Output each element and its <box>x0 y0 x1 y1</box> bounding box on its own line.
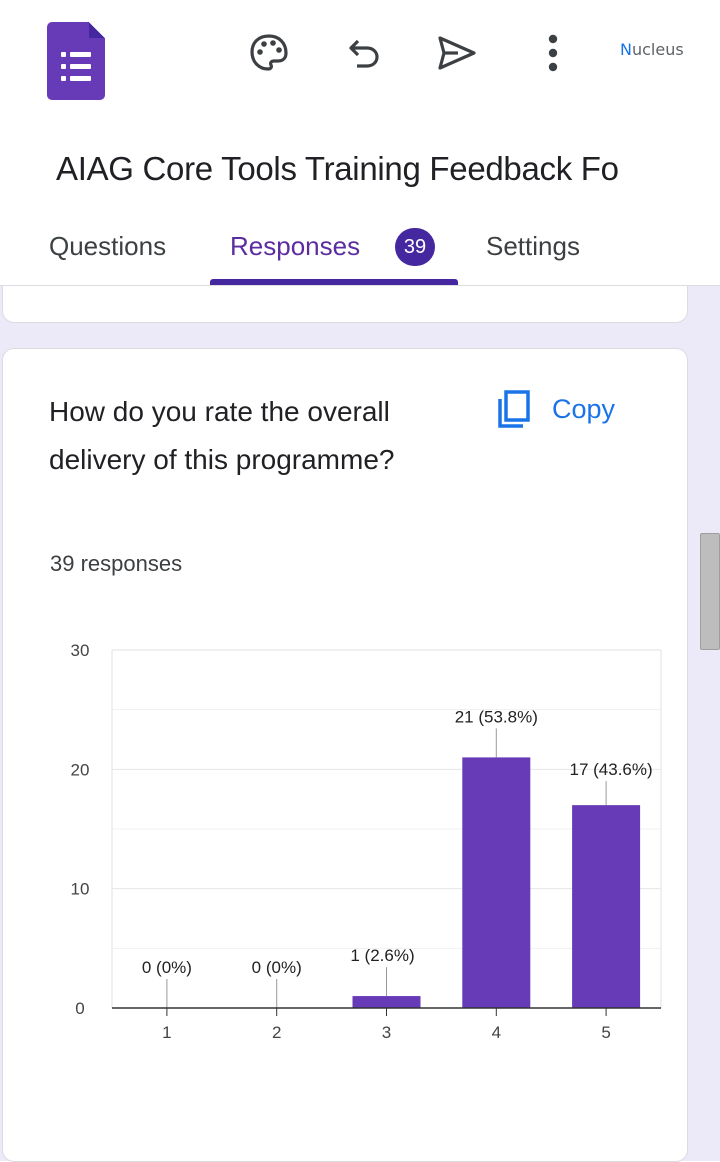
x-tick-label: 3 <box>382 1023 391 1042</box>
brand-label: Nucleus <box>620 40 684 59</box>
data-label-4: 21 (53.8%) <box>455 707 538 726</box>
responses-count-badge: 39 <box>395 228 435 266</box>
send-icon[interactable] <box>433 30 479 76</box>
top-app-bar: Nucleus <box>0 0 720 130</box>
palette-icon[interactable] <box>246 30 292 76</box>
tab-responses[interactable]: Responses <box>230 231 361 261</box>
copy-chart-button[interactable]: Copy <box>496 386 615 432</box>
data-label-1: 0 (0%) <box>142 958 192 977</box>
undo-icon[interactable] <box>341 30 387 76</box>
y-tick-label: 10 <box>71 880 90 899</box>
x-tick-label: 4 <box>492 1023 501 1042</box>
tab-questions[interactable]: Questions <box>49 231 167 261</box>
copy-icon <box>498 390 530 428</box>
data-label-5: 17 (43.6%) <box>570 760 653 779</box>
y-tick-label: 20 <box>71 760 90 779</box>
x-tick-label: 5 <box>601 1023 610 1042</box>
x-tick-label: 1 <box>162 1023 171 1042</box>
y-tick-label: 0 <box>75 999 84 1018</box>
question-summary-card <box>2 348 688 1162</box>
data-label-2: 0 (0%) <box>252 958 302 977</box>
bar-4 <box>462 757 531 1008</box>
tab-settings[interactable]: Settings <box>486 231 580 261</box>
data-label-3: 1 (2.6%) <box>350 946 414 965</box>
bar-5 <box>572 805 641 1008</box>
copy-label: Copy <box>552 393 616 424</box>
responses-summary: 39 responses <box>50 551 183 576</box>
more-vert-icon[interactable] <box>530 30 576 76</box>
active-tab-indicator <box>210 279 458 285</box>
tab-bar: Questions Responses 39 Settings <box>0 215 720 286</box>
bar-3 <box>352 996 421 1008</box>
forms-logo-icon[interactable] <box>47 22 105 100</box>
x-tick-label: 2 <box>272 1023 281 1042</box>
y-tick-label: 30 <box>71 641 90 660</box>
question-text: How do you rate the overall delivery of … <box>49 396 395 475</box>
form-title: AIAG Core Tools Training Feedback Fo <box>56 150 619 187</box>
previous-card <box>2 286 688 323</box>
